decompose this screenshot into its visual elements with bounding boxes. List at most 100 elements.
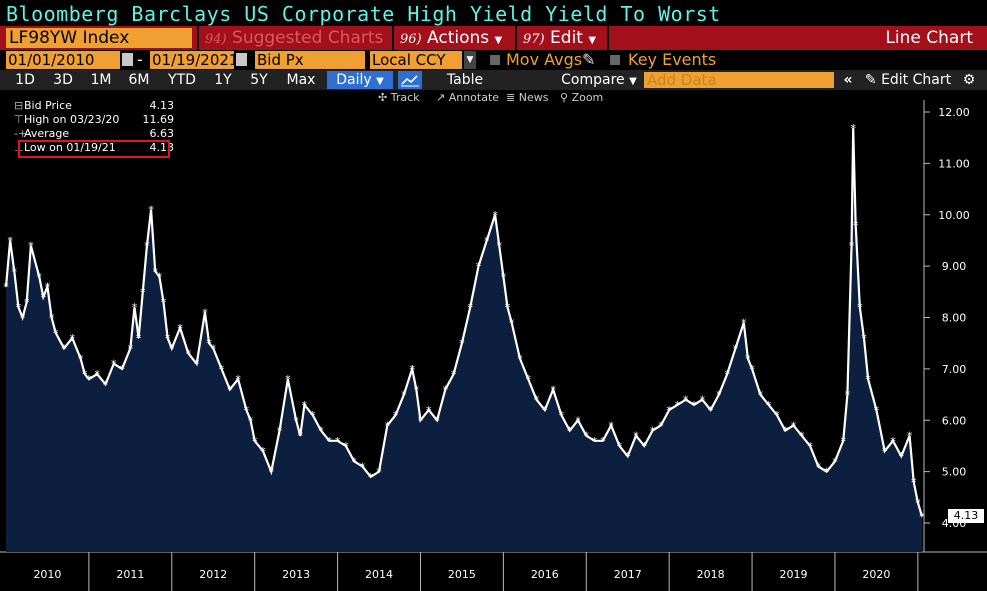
period-6m[interactable]: 6M: [128, 72, 150, 88]
data-point: *: [584, 430, 590, 443]
data-point: *: [343, 440, 349, 453]
data-point: *: [360, 460, 366, 473]
series-line: [4, 127, 924, 517]
gear-icon[interactable]: ⚙: [962, 72, 976, 88]
end-date-field[interactable]: 01/19/2021: [150, 51, 239, 69]
data-point: *: [277, 425, 283, 438]
data-point: *: [434, 414, 440, 427]
data-point: *: [807, 440, 813, 453]
data-point: *: [724, 368, 730, 381]
data-point: *: [915, 496, 921, 509]
data-point: *: [853, 219, 859, 232]
period-ytd[interactable]: YTD: [168, 72, 196, 88]
data-point: *: [782, 425, 788, 438]
data-point: *: [401, 389, 407, 402]
chevron-down-icon[interactable]: ▼: [464, 51, 476, 69]
calendar-icon[interactable]: [236, 53, 247, 66]
period-1m[interactable]: 1M: [90, 72, 112, 88]
compare-menu[interactable]: Compare ▼: [556, 71, 642, 89]
data-point: *: [16, 301, 22, 314]
data-point: *: [865, 373, 871, 386]
mov-avgs-checkbox[interactable]: [490, 55, 500, 65]
x-tick-label: 2016: [531, 568, 559, 581]
data-point: *: [675, 399, 681, 412]
data-point: *: [708, 404, 714, 417]
data-point: *: [683, 394, 689, 407]
menu-label: Actions: [427, 28, 490, 48]
data-point: *: [791, 419, 797, 432]
data-point: *: [749, 363, 755, 376]
legend-label: Low on 01/19/21: [24, 141, 116, 154]
data-point: *: [496, 240, 502, 253]
data-point: *: [86, 373, 92, 386]
data-point: *: [177, 322, 183, 335]
data-point: *: [799, 430, 805, 443]
data-point: *: [691, 399, 697, 412]
data-point: *: [642, 440, 648, 453]
period-max[interactable]: Max: [286, 72, 316, 88]
crosshair-icon: ✣: [378, 91, 388, 104]
legend-value: 6.63: [149, 127, 175, 140]
edit-chart-label: Edit Chart: [881, 72, 952, 88]
data-point: *: [766, 399, 772, 412]
legend-label: High on 03/23/20: [24, 113, 120, 126]
data-point: *: [3, 281, 9, 294]
data-point: *: [41, 291, 47, 304]
x-tick-label: 2019: [780, 568, 808, 581]
data-point: *: [206, 337, 212, 350]
legend-row: -+- Average 6.63: [14, 127, 174, 141]
zoom-tool[interactable]: ⚲ Zoom: [560, 90, 603, 106]
data-point: *: [128, 342, 134, 355]
data-point: *: [82, 368, 88, 381]
period-1d[interactable]: 1D: [15, 72, 35, 88]
add-data-input[interactable]: Add Data: [644, 72, 834, 88]
legend-value: 11.69: [142, 113, 175, 126]
data-point: *: [140, 286, 146, 299]
track-tool[interactable]: ✣ Track: [378, 90, 420, 106]
data-point: *: [451, 368, 457, 381]
period-3d[interactable]: 3D: [53, 72, 73, 88]
magnifier-icon: ⚲: [560, 91, 569, 104]
suggested-charts-menu[interactable]: 94) Suggested Charts: [205, 28, 383, 48]
data-point: *: [534, 394, 540, 407]
period-5y[interactable]: 5Y: [250, 72, 268, 88]
key-events-label[interactable]: Key Events: [628, 50, 717, 69]
edit-menu[interactable]: 97) Edit ▼: [523, 28, 596, 48]
calendar-icon[interactable]: [122, 53, 133, 66]
parameter-row: 01/01/2010 - 01/19/2021 Bid Px Local CCY…: [0, 50, 987, 70]
data-point: *: [650, 425, 656, 438]
high-marker-icon: ⊤: [14, 113, 24, 126]
data-point: *: [111, 358, 117, 371]
currency-selector[interactable]: Local CCY: [370, 51, 462, 69]
edit-chart-button[interactable]: ✎ Edit Chart: [862, 71, 954, 89]
key-events-checkbox[interactable]: [610, 55, 620, 65]
data-point: *: [169, 342, 175, 355]
data-point: *: [849, 240, 855, 253]
data-point: *: [816, 460, 822, 473]
line-chart-icon[interactable]: [398, 71, 422, 89]
annotate-tool[interactable]: ↗ Annotate: [436, 90, 499, 106]
data-point: *: [716, 389, 722, 402]
start-date-field[interactable]: 01/01/2010: [6, 51, 120, 69]
data-point: *: [235, 373, 241, 386]
data-point: *: [36, 270, 42, 283]
legend-collapse-icon[interactable]: ⊟: [14, 99, 24, 112]
period-1y[interactable]: 1Y: [214, 72, 232, 88]
pencil-icon[interactable]: ✎: [582, 50, 596, 69]
chart-type-label: Line Chart: [885, 28, 973, 48]
field-selector[interactable]: Bid Px: [255, 51, 365, 69]
data-point: *: [318, 425, 324, 438]
mov-avgs-label[interactable]: Mov Avgs: [506, 50, 583, 69]
news-tool[interactable]: ≣ News: [506, 90, 548, 106]
data-point: *: [393, 409, 399, 422]
table-button[interactable]: Table: [446, 72, 484, 88]
actions-menu[interactable]: 96) Actions ▼: [400, 28, 502, 48]
frequency-selector[interactable]: Daily ▼: [327, 71, 393, 89]
menu-number: 97): [523, 32, 545, 47]
data-point: *: [575, 414, 581, 427]
ticker-field[interactable]: LF98YW Index: [6, 28, 192, 48]
data-point: *: [733, 342, 739, 355]
collapse-icon[interactable]: «: [843, 72, 853, 88]
data-point: *: [467, 301, 473, 314]
